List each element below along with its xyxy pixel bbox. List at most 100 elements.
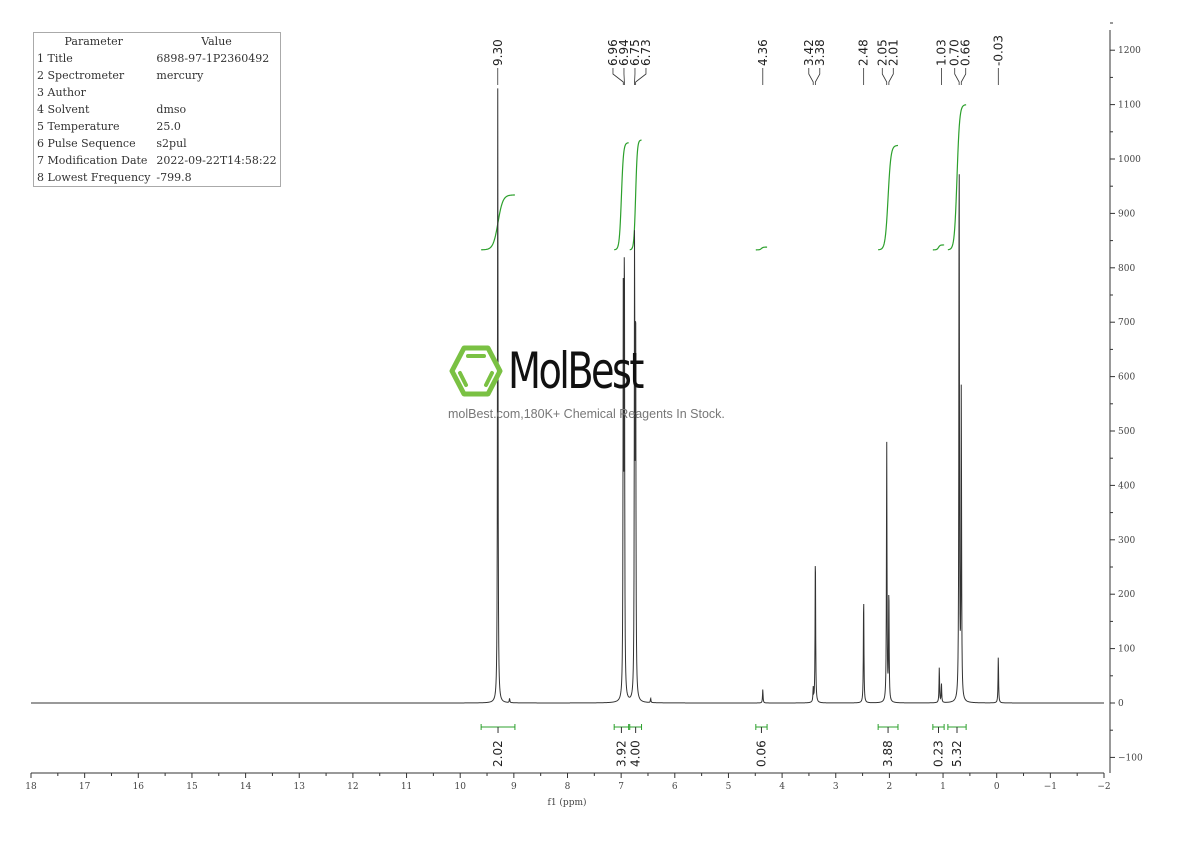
table-row: 3 Author: [34, 84, 281, 101]
peak-label: 0.66: [959, 39, 973, 66]
integral-value: 4.00: [629, 740, 643, 767]
peak-label: 4.36: [756, 39, 770, 66]
y-tick-label: 600: [1118, 373, 1135, 383]
watermark-brand: MolBest: [508, 342, 644, 400]
table-row: 2 Spectrometer mercury: [34, 67, 281, 84]
y-tick-label: 100: [1118, 645, 1135, 655]
peak-label: 2.05: [875, 39, 889, 66]
param-value: 6898-97-1P2360492: [156, 52, 270, 65]
param-name: 1 Title: [37, 52, 73, 65]
param-name: 8 Lowest Frequency: [37, 171, 151, 184]
x-tick-label: 7: [618, 782, 624, 792]
integral-value: 5.32: [950, 740, 964, 767]
integral-value: 0.06: [754, 740, 768, 767]
x-tick-label: 6: [672, 782, 678, 792]
param-value: dmso: [156, 103, 187, 116]
x-tick-label: 13: [294, 782, 306, 792]
param-header: Parameter: [64, 35, 123, 48]
integral-curve: [932, 244, 945, 251]
x-tick-label: 16: [133, 782, 145, 792]
table-row: 5 Temperature 25.0: [34, 118, 281, 135]
x-tick-label: 8: [565, 782, 571, 792]
peak-leader-line: [960, 68, 967, 85]
x-tick-label: 10: [454, 782, 466, 792]
x-tick-label: 9: [511, 782, 517, 792]
peak-leader-line: [635, 68, 647, 85]
y-tick-label: 200: [1118, 590, 1135, 600]
param-value: 25.0: [156, 120, 181, 133]
y-tick-label: 900: [1118, 209, 1135, 219]
param-name: 4 Solvent: [37, 103, 90, 116]
integral-curve: [947, 104, 967, 251]
watermark-tagline: molBest.com,180K+ Chemical Reagents In S…: [448, 407, 725, 421]
x-tick-label: 3: [833, 782, 839, 792]
y-tick-label: 800: [1118, 264, 1135, 274]
spectrum-line: [31, 88, 1104, 704]
table-row: 4 Solvent dmso: [34, 101, 281, 118]
table-row: 1 Title 6898-97-1P2360492: [34, 50, 281, 67]
x-tick-label: 1: [940, 782, 946, 792]
peak-leader-line: [881, 68, 888, 85]
x-tick-label: 11: [401, 782, 412, 792]
integral-value: 0.23: [931, 740, 945, 767]
param-value: [153, 84, 280, 101]
integral-value: 2.02: [491, 740, 505, 767]
x-tick-label: 2: [887, 782, 893, 792]
watermark-logo: MolBest: [448, 343, 748, 399]
param-value: mercury: [156, 69, 204, 82]
integral-value: 3.88: [881, 740, 895, 767]
param-name: 6 Pulse Sequence: [37, 137, 136, 150]
integral-curve: [755, 246, 768, 251]
param-value: 2022-09-22T14:58:22: [156, 154, 277, 167]
integral-curve: [878, 144, 899, 251]
x-tick-label: 18: [25, 782, 37, 792]
peak-leader-line: [814, 68, 821, 85]
x-tick-label: 0: [994, 782, 1000, 792]
parameter-table: Parameter Value 1 Title 6898-97-1P2360492…: [33, 32, 281, 187]
peak-leader-line: [612, 68, 624, 85]
y-tick-label: 500: [1118, 427, 1135, 437]
param-name: 5 Temperature: [37, 120, 120, 133]
table-row: 8 Lowest Frequency -799.8: [34, 169, 281, 187]
param-name: 7 Modification Date: [37, 154, 148, 167]
peak-leader-line: [808, 68, 814, 85]
y-tick-label: 700: [1118, 318, 1135, 328]
hexagon-logo-icon: [449, 345, 503, 397]
x-tick-label: −1: [1044, 782, 1057, 792]
y-tick-label: 1200: [1118, 46, 1141, 56]
peak-label: 0.70: [948, 39, 962, 66]
watermark: MolBest molBest.com,180K+ Chemical Reage…: [448, 343, 748, 421]
param-name: 2 Spectrometer: [37, 69, 125, 82]
x-tick-label: 12: [347, 782, 358, 792]
x-tick-label: 14: [240, 782, 252, 792]
param-value: -799.8: [156, 171, 192, 184]
peak-label: 3.38: [813, 39, 827, 66]
integral-curve: [614, 142, 629, 251]
value-header: Value: [201, 35, 232, 48]
peak-leader-line: [954, 68, 960, 85]
integral-curve: [629, 139, 642, 251]
peak-leader-line: [888, 68, 894, 85]
peak-label: 6.94: [617, 39, 631, 66]
peak-label: 6.96: [606, 39, 620, 66]
param-name: 3 Author: [37, 86, 86, 99]
peak-label: -0.03: [991, 35, 1005, 66]
x-tick-label: 15: [186, 782, 198, 792]
x-axis-label: f1 (ppm): [548, 797, 587, 808]
y-tick-label: 1100: [1118, 101, 1141, 111]
y-tick-label: 400: [1118, 481, 1135, 491]
x-tick-label: 4: [779, 782, 785, 792]
peak-label: 2.01: [886, 39, 900, 66]
x-tick-label: −2: [1097, 782, 1110, 792]
peak-label: 3.42: [802, 39, 816, 66]
param-value: s2pul: [156, 137, 187, 150]
x-tick-label: 5: [726, 782, 732, 792]
peak-label: 1.03: [934, 39, 948, 66]
y-tick-label: 300: [1118, 536, 1135, 546]
table-row: 6 Pulse Sequence s2pul: [34, 135, 281, 152]
table-row: 7 Modification Date 2022-09-22T14:58:22: [34, 152, 281, 169]
peak-label: 2.48: [857, 39, 871, 66]
peak-label: 9.30: [491, 39, 505, 66]
y-tick-label: −100: [1118, 753, 1143, 763]
